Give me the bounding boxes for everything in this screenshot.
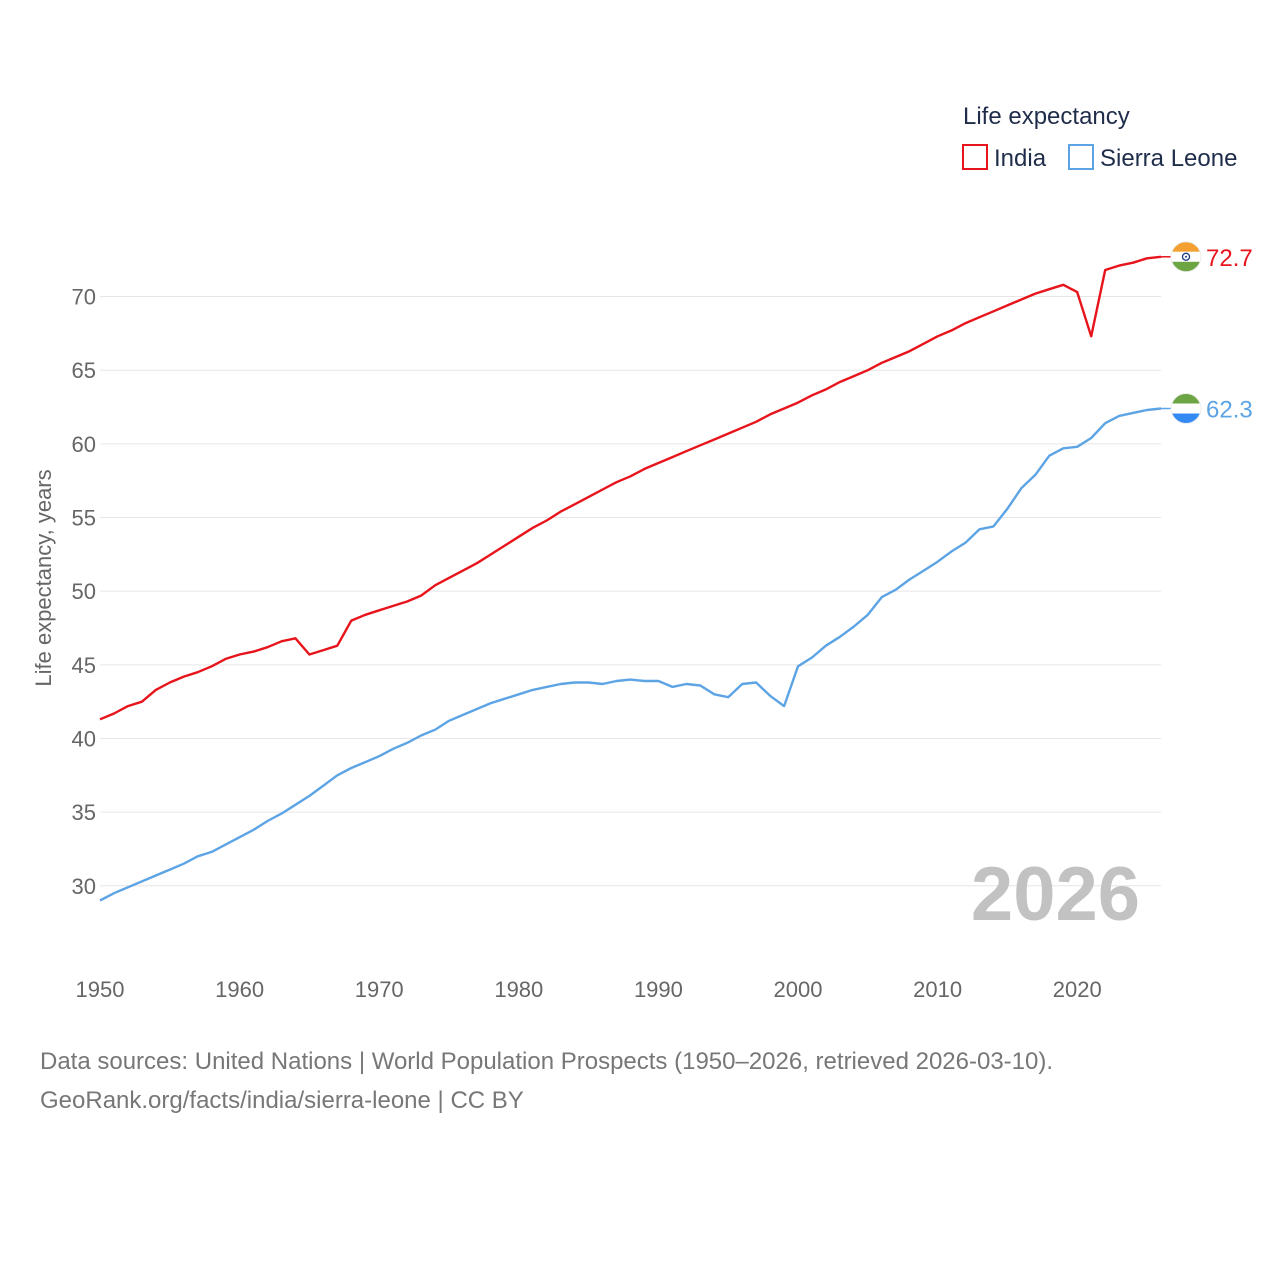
source-line-2[interactable]: GeoRank.org/facts/india/sierra-leone | C… [40, 1087, 524, 1114]
legend[interactable]: Life expectancy India Sierra Leone [962, 103, 1237, 172]
gridlines [100, 296, 1161, 887]
legend-swatch-sierra-leone[interactable] [1068, 144, 1094, 170]
series-end-labels: 72.7 62.3 [1161, 241, 1253, 425]
series-line-india[interactable] [99, 255, 1162, 721]
end-value-label-sierra-leone: 62.3 [1206, 397, 1253, 424]
legend-label-sierra-leone[interactable]: Sierra Leone [1100, 145, 1237, 172]
x-axis-ticks: 1950 1960 1970 1980 1990 2000 2010 2020 [76, 977, 1102, 1002]
sierra-leone-flag-icon [1170, 393, 1202, 425]
india-flag-icon [1170, 241, 1202, 273]
x-tick-label-2000: 2000 [774, 977, 823, 1002]
legend-swatch-india[interactable] [962, 144, 988, 170]
y-axis-title: Life expectancy, years [31, 469, 56, 686]
y-tick-label-50: 50 [72, 579, 96, 604]
end-value-label-india: 72.7 [1206, 245, 1253, 272]
x-tick-label-1980: 1980 [494, 977, 543, 1002]
source-line-1: Data sources: United Nations | World Pop… [40, 1048, 1054, 1075]
legend-title: Life expectancy [963, 103, 1130, 130]
y-tick-label-55: 55 [72, 506, 96, 531]
y-tick-label-40: 40 [72, 726, 96, 751]
y-tick-label-30: 30 [72, 874, 96, 899]
x-tick-label-1990: 1990 [634, 977, 683, 1002]
x-tick-label-1970: 1970 [355, 977, 404, 1002]
legend-label-india[interactable]: India [994, 145, 1047, 172]
y-tick-label-70: 70 [72, 285, 96, 310]
series-line-sierra-leone[interactable] [99, 407, 1162, 902]
current-year-label: 2026 [971, 852, 1140, 937]
y-tick-label-60: 60 [72, 432, 96, 457]
y-tick-label-35: 35 [72, 800, 96, 825]
series-lines [99, 255, 1162, 902]
y-tick-label-45: 45 [72, 653, 96, 678]
x-tick-label-1960: 1960 [215, 977, 264, 1002]
y-tick-label-65: 65 [72, 358, 96, 383]
source-note: Data sources: United Nations | World Pop… [40, 1042, 1053, 1120]
x-tick-label-1950: 1950 [76, 977, 125, 1002]
x-tick-label-2020: 2020 [1053, 977, 1102, 1002]
x-tick-label-2010: 2010 [913, 977, 962, 1002]
y-axis-ticks: 30 35 40 45 50 55 60 65 70 [72, 285, 96, 899]
